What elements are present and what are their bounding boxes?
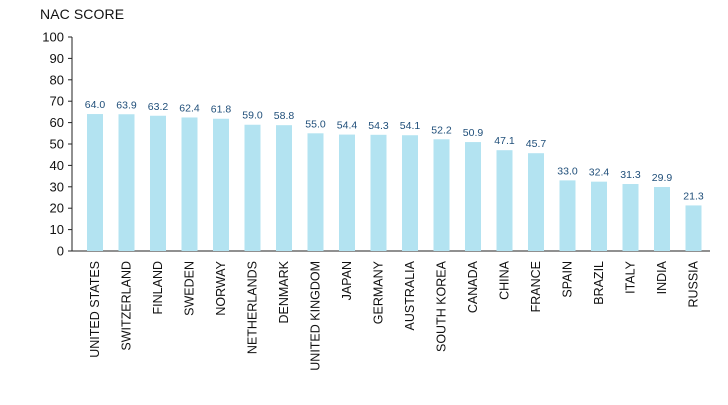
x-tick-label: FRANCE [529,261,543,312]
y-tick-label: 30 [50,179,64,194]
bar [150,115,166,251]
y-tick-label: 80 [50,72,64,87]
value-labels: 64.0 63.9 63.2 62.4 61.8 59.0 58.8 55.0 54.4 54.3… [85,99,704,202]
bar [685,205,702,251]
bar [307,133,324,251]
data-label: 54.1 [400,120,421,132]
x-tick-label: SWEDEN [183,261,197,316]
data-label: 59.0 [242,110,263,122]
data-label: 64.0 [85,99,106,111]
bar [496,150,513,251]
x-tick-label: DENMARK [277,260,291,323]
data-label: 63.9 [116,99,137,111]
data-label: 62.4 [179,102,200,114]
bar [370,134,387,251]
data-label: 54.3 [368,120,389,132]
x-tick-label: JAPAN [340,261,354,300]
data-label: 31.3 [620,169,641,181]
data-label: 54.4 [337,120,358,132]
bar [87,114,103,251]
y-tick-label: 90 [50,51,64,66]
y-tick-label: 0 [57,244,64,259]
bar [559,180,576,251]
x-tick-label: RUSSIA [687,260,701,307]
bars [87,114,702,252]
x-tick-label: ITALY [624,260,638,294]
x-tick-label: FINLAND [151,261,165,314]
y-tick-label: 70 [50,94,64,109]
data-label: 50.9 [463,127,484,139]
y-tick-label: 100 [42,30,64,45]
bar [118,114,135,251]
y-tick-label: 50 [50,137,64,152]
x-axis-labels: UNITED STATES SWITZERLAND FINLAND SWEDEN NOR… [88,260,701,370]
y-tick-label: 40 [50,158,64,173]
y-tick-label: 20 [50,201,64,216]
x-tick-label: UNITED KINGDOM [309,261,323,371]
bar [213,118,229,251]
bar [433,139,450,251]
bar [402,135,418,251]
y-axis-ticks: 0 10 20 30 40 50 60 70 80 90 100 [42,30,72,259]
y-tick-label: 60 [50,115,64,130]
data-label: 61.8 [211,104,232,116]
bar [465,142,481,251]
data-label: 55.0 [305,118,326,130]
data-label: 52.2 [431,124,452,136]
data-label: 29.9 [652,172,673,184]
x-tick-label: UNITED STATES [88,261,102,358]
x-tick-label: NETHERLANDS [246,261,260,354]
data-label: 47.1 [494,135,515,147]
y-axis-title: NAC SCORE [40,6,125,22]
bar [622,184,639,251]
bar [654,187,670,251]
data-label: 21.3 [683,190,704,202]
bar [244,124,261,251]
x-tick-label: SOUTH KOREA [435,260,449,352]
bar [591,181,607,251]
x-tick-label: CHINA [498,260,512,300]
x-tick-label: INDIA [655,260,669,294]
data-label: 63.2 [148,101,169,113]
bar [276,125,292,251]
x-tick-label: SPAIN [561,261,575,298]
bar [339,134,355,251]
x-tick-label: GERMANY [372,260,386,324]
data-label: 33.0 [557,165,578,177]
x-tick-label: SWITZERLAND [120,261,134,351]
x-tick-label: AUSTRALIA [403,260,417,330]
bar [181,117,198,252]
bar [528,153,544,251]
x-tick-label: NORWAY [214,260,228,315]
x-tick-label: CANADA [466,260,480,313]
y-tick-label: 10 [50,222,64,237]
data-label: 32.4 [589,167,610,179]
data-label: 58.8 [274,110,295,122]
data-label: 45.7 [526,138,547,150]
x-tick-label: BRAZIL [592,261,606,305]
